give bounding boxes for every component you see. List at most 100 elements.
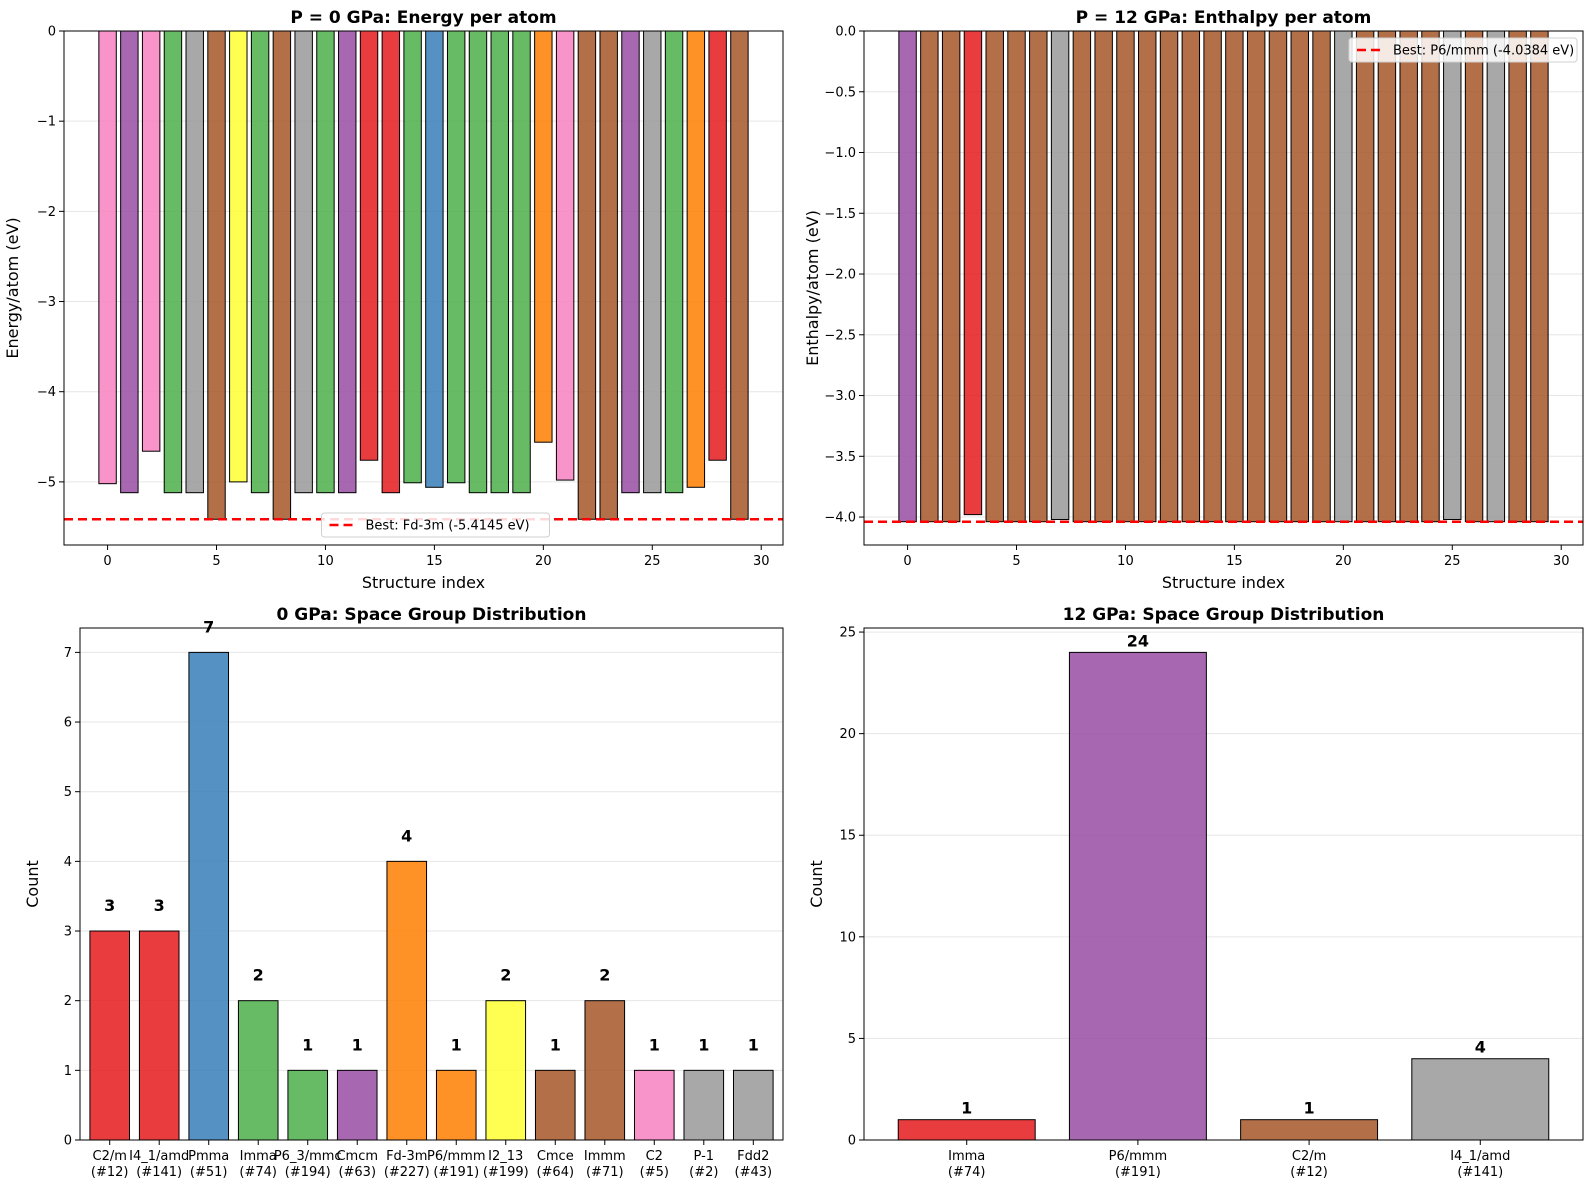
x-tick-sublabel: (#74) xyxy=(239,1165,277,1180)
x-tick-label: 30 xyxy=(753,554,770,569)
bar xyxy=(683,1069,725,1141)
bar-value-label: 1 xyxy=(352,1035,363,1054)
bar xyxy=(686,30,706,488)
bar xyxy=(599,30,618,520)
bar xyxy=(446,30,466,484)
y-tick-label: 1 xyxy=(64,1064,72,1079)
x-tick-label: I2_13 xyxy=(488,1149,523,1164)
x-tick-sublabel: (#71) xyxy=(586,1165,624,1180)
y-tick-label: 2 xyxy=(64,994,72,1009)
bar xyxy=(163,30,183,494)
bar xyxy=(1464,30,1484,523)
bar xyxy=(1334,30,1353,523)
y-tick-label: 7 xyxy=(64,646,72,661)
x-tick-label: Fd-3m xyxy=(386,1149,427,1164)
bar xyxy=(897,1119,1036,1141)
x-tick-label: 25 xyxy=(1444,554,1461,569)
bar xyxy=(185,30,204,494)
bar xyxy=(386,860,428,1141)
y-tick-label: −1.0 xyxy=(824,146,856,161)
bar xyxy=(941,30,961,523)
bar-value-label: 2 xyxy=(253,966,264,985)
x-tick-sublabel: (#43) xyxy=(735,1165,773,1180)
bar xyxy=(920,30,939,523)
bar xyxy=(1312,30,1331,523)
space-group-distribution-0gpa-chart: 0 GPa: Space Group Distribution Count 3 3… xyxy=(23,605,784,1180)
bar xyxy=(1094,30,1113,523)
bar xyxy=(1508,30,1527,523)
bar xyxy=(120,30,139,494)
bar xyxy=(512,30,531,494)
bar xyxy=(98,30,117,485)
bar-value-label: 1 xyxy=(961,1099,972,1118)
y-tick-label: 3 xyxy=(64,925,72,940)
bar xyxy=(577,30,597,520)
x-tick-label: 10 xyxy=(317,554,334,569)
x-tick-label: Fdd2 xyxy=(737,1149,769,1164)
x-tick-label: 20 xyxy=(535,554,552,569)
bar xyxy=(708,30,727,461)
x-tick-label: 15 xyxy=(1226,554,1243,569)
bar xyxy=(732,1069,774,1141)
x-tick-label: Imma xyxy=(948,1149,985,1164)
bar xyxy=(1240,1119,1379,1141)
bar xyxy=(272,30,292,520)
bar xyxy=(584,1000,626,1141)
bar xyxy=(555,30,575,481)
y-tick-label: 10 xyxy=(839,930,856,945)
x-tick-label: 15 xyxy=(426,554,443,569)
bar xyxy=(468,30,488,494)
x-tick-label: 25 xyxy=(644,554,661,569)
bar xyxy=(381,30,401,494)
y-tick-label: 0 xyxy=(48,25,56,40)
bar xyxy=(1072,30,1092,523)
x-tick-label: C2/m xyxy=(1292,1149,1326,1164)
bar xyxy=(1116,30,1135,523)
chart-title: 12 GPa: Space Group Distribution xyxy=(1063,605,1385,625)
bar-value-label: 1 xyxy=(302,1035,313,1054)
bar xyxy=(287,1069,329,1141)
y-tick-label: −2.5 xyxy=(824,328,856,343)
bar-value-label: 1 xyxy=(748,1035,759,1054)
space-group-distribution-12gpa-chart: 12 GPa: Space Group Distribution Count 1… xyxy=(807,605,1584,1180)
bar xyxy=(403,30,422,484)
bar xyxy=(338,30,357,494)
bar xyxy=(138,930,180,1141)
x-tick-label: Imma xyxy=(240,1149,277,1164)
chart-title: P = 0 GPa: Energy per atom xyxy=(290,8,556,28)
bar xyxy=(1225,30,1244,523)
y-tick-label: −3.0 xyxy=(824,389,856,404)
plot-frame xyxy=(79,627,784,1141)
bar xyxy=(485,1000,527,1141)
x-tick-label: 10 xyxy=(1117,554,1134,569)
y-tick-label: −2.0 xyxy=(824,268,856,283)
bar xyxy=(1377,30,1397,523)
y-tick-label: 6 xyxy=(64,716,72,731)
x-tick-sublabel: (#194) xyxy=(285,1165,331,1180)
bar xyxy=(1203,30,1222,523)
bar xyxy=(207,30,226,520)
x-tick-sublabel: (#63) xyxy=(338,1165,376,1180)
x-tick-label: Immm xyxy=(584,1149,626,1164)
x-tick-label: 0 xyxy=(103,554,111,569)
bar xyxy=(89,930,131,1141)
x-tick-sublabel: (#141) xyxy=(136,1165,182,1180)
y-tick-label: 0 xyxy=(64,1134,72,1149)
x-tick-sublabel: (#12) xyxy=(91,1165,129,1180)
x-tick-label: 30 xyxy=(1553,554,1570,569)
y-axis-label: Count xyxy=(23,860,42,908)
x-tick-sublabel: (#51) xyxy=(190,1165,228,1180)
bar xyxy=(1138,30,1157,523)
x-tick-label: I4_1/amd xyxy=(129,1149,189,1164)
bar xyxy=(1443,30,1462,520)
bar xyxy=(633,1069,675,1141)
x-tick-label: C2 xyxy=(646,1149,663,1164)
bar xyxy=(1530,30,1549,523)
x-tick-label: P-1 xyxy=(694,1149,715,1164)
bar-value-label: 3 xyxy=(104,896,115,915)
y-tick-label: −0.5 xyxy=(824,85,856,100)
x-tick-label: 5 xyxy=(1012,554,1020,569)
bar-value-label: 1 xyxy=(698,1035,709,1054)
bar xyxy=(1421,30,1440,523)
